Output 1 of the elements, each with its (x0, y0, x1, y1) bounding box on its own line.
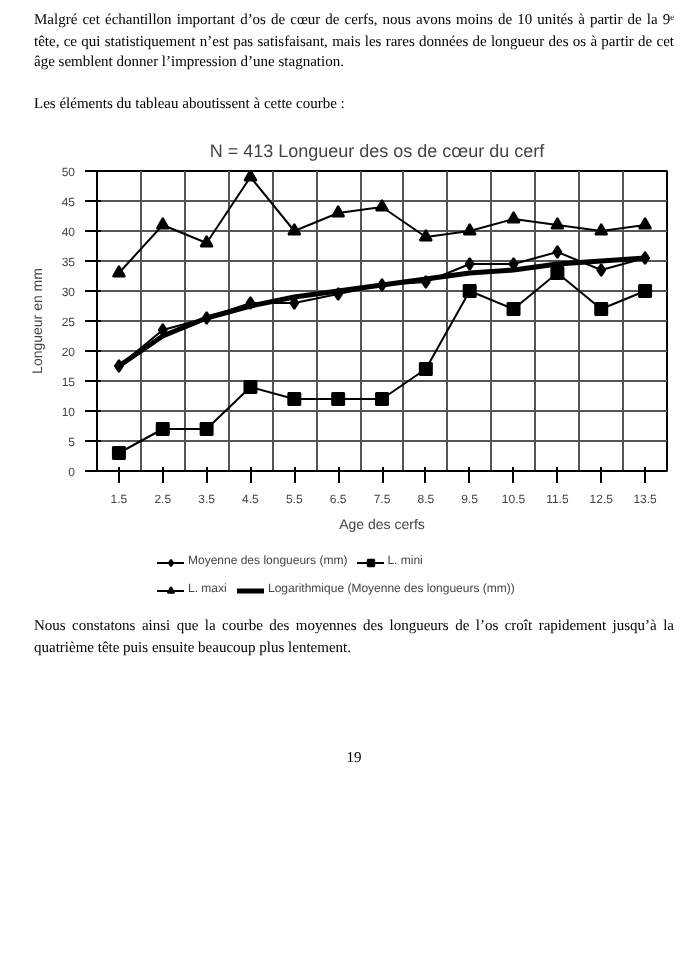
chart-title: N = 413 Longueur des os de cœur du cerf (209, 140, 546, 161)
